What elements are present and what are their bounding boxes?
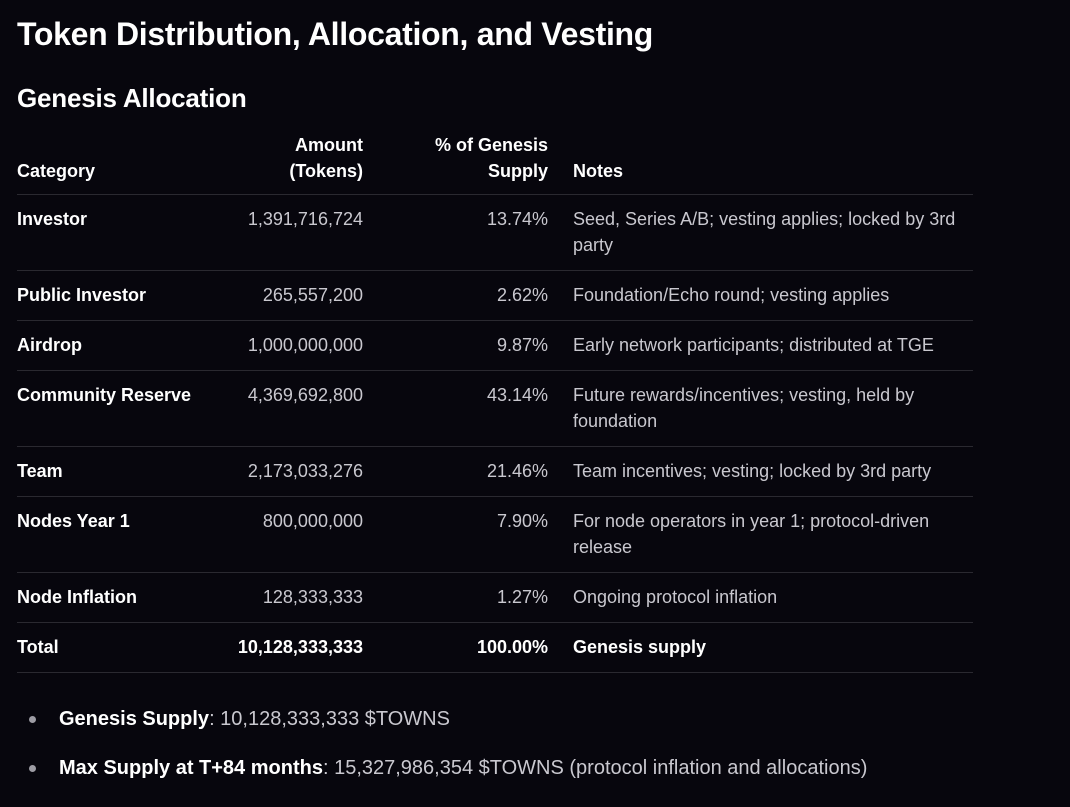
cell-category: Investor (17, 194, 204, 271)
cell-notes: Team incentives; vesting; locked by 3rd … (551, 446, 973, 497)
cell-category: Team (17, 446, 204, 497)
cell-percent: 1.27% (366, 572, 551, 623)
table-row: Investor 1,391,716,724 13.74% Seed, Seri… (17, 194, 973, 271)
table-row: Public Investor 265,557,200 2.62% Founda… (17, 270, 973, 321)
bullet-label: Max Supply at T+84 months (59, 757, 323, 779)
cell-amount: 265,557,200 (204, 270, 366, 321)
cell-notes: Genesis supply (551, 622, 973, 673)
cell-percent: 9.87% (366, 320, 551, 371)
list-item: Genesis Supply: 10,128,333,333 $TOWNS (17, 704, 867, 734)
cell-amount: 1,000,000,000 (204, 320, 366, 371)
cell-notes: Foundation/Echo round; vesting applies (551, 270, 973, 321)
bullet-dot-icon (29, 716, 36, 723)
cell-notes: Future rewards/incentives; vesting, held… (551, 370, 973, 447)
header-amount: Amount (Tokens) (204, 132, 366, 195)
cell-amount: 800,000,000 (204, 496, 366, 573)
cell-category: Node Inflation (17, 572, 204, 623)
cell-percent: 13.74% (366, 194, 551, 271)
cell-percent: 7.90% (366, 496, 551, 573)
cell-percent: 43.14% (366, 370, 551, 447)
cell-notes: Early network participants; distributed … (551, 320, 973, 371)
cell-amount: 128,333,333 (204, 572, 366, 623)
header-notes: Notes (551, 132, 973, 195)
section-title: Genesis Allocation (17, 83, 247, 113)
table-row: Node Inflation 128,333,333 1.27% Ongoing… (17, 572, 973, 623)
bullet-label: Genesis Supply (59, 708, 210, 730)
bullet-text: : 15,327,986,354 $TOWNS (protocol inflat… (322, 757, 868, 779)
header-percent: % of Genesis Supply (366, 132, 551, 195)
table-row: Community Reserve 4,369,692,800 43.14% F… (17, 370, 973, 447)
table-total-row: Total 10,128,333,333 100.00% Genesis sup… (17, 622, 973, 673)
cell-category: Nodes Year 1 (17, 496, 204, 573)
cell-percent: 100.00% (366, 622, 551, 673)
cell-category: Public Investor (17, 270, 204, 321)
cell-category: Airdrop (17, 320, 204, 371)
table-row: Nodes Year 1 800,000,000 7.90% For node … (17, 496, 973, 573)
supply-bullet-list: Genesis Supply: 10,128,333,333 $TOWNS Ma… (17, 704, 867, 802)
cell-amount: 2,173,033,276 (204, 446, 366, 497)
cell-notes: For node operators in year 1; protocol-d… (551, 496, 973, 573)
cell-category: Total (17, 622, 204, 673)
table-header-row: Category Amount (Tokens) % of Genesis Supp… (17, 132, 973, 195)
cell-category: Community Reserve (17, 370, 204, 447)
cell-amount: 4,369,692,800 (204, 370, 366, 447)
cell-notes: Ongoing protocol inflation (551, 572, 973, 623)
page-title: Token Distribution, Allocation, and Vest… (17, 16, 654, 52)
table-row: Team 2,173,033,276 21.46% Team incentive… (17, 446, 973, 497)
cell-percent: 21.46% (366, 446, 551, 497)
list-item: Max Supply at T+84 months: 15,327,986,35… (17, 753, 867, 783)
cell-notes: Seed, Series A/B; vesting applies; locke… (551, 194, 973, 271)
cell-amount: 1,391,716,724 (204, 194, 366, 271)
header-category: Category (17, 132, 204, 195)
table-row: Airdrop 1,000,000,000 9.87% Early networ… (17, 320, 973, 371)
cell-amount: 10,128,333,333 (204, 622, 366, 673)
bullet-text: : 10,128,333,333 $TOWNS (209, 708, 450, 730)
genesis-allocation-table: Category Amount (Tokens) % of Genesis Supp… (17, 132, 973, 673)
bullet-dot-icon (29, 765, 36, 772)
cell-percent: 2.62% (366, 270, 551, 321)
